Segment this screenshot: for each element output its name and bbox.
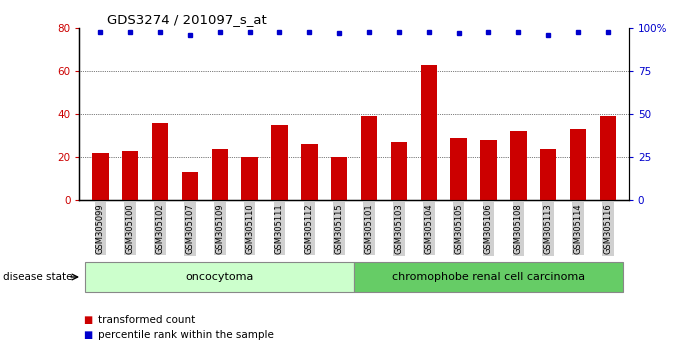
Bar [451, 138, 467, 200]
Text: GSM305108: GSM305108 [514, 204, 523, 254]
Text: GSM305106: GSM305106 [484, 204, 493, 254]
Bar [272, 125, 287, 200]
Text: GSM305114: GSM305114 [574, 204, 583, 254]
Text: GSM305110: GSM305110 [245, 204, 254, 254]
Bar [540, 149, 556, 200]
Text: GSM305102: GSM305102 [155, 204, 164, 254]
Text: transformed count: transformed count [98, 315, 196, 325]
Text: GSM305105: GSM305105 [454, 204, 463, 254]
Bar [152, 123, 169, 200]
Text: GSM305115: GSM305115 [334, 204, 343, 254]
Bar [241, 157, 258, 200]
Bar [390, 142, 407, 200]
Text: GSM305104: GSM305104 [424, 204, 433, 254]
Bar [361, 116, 377, 200]
Text: ■: ■ [83, 330, 92, 339]
Bar [122, 151, 138, 200]
Text: disease state: disease state [3, 272, 73, 282]
Text: GSM305111: GSM305111 [275, 204, 284, 254]
Text: ■: ■ [83, 315, 92, 325]
Text: GSM305112: GSM305112 [305, 204, 314, 254]
Text: oncocytoma: oncocytoma [186, 272, 254, 282]
Text: GDS3274 / 201097_s_at: GDS3274 / 201097_s_at [107, 13, 267, 26]
Bar [331, 157, 348, 200]
Text: GSM305109: GSM305109 [216, 204, 225, 254]
Text: GSM305099: GSM305099 [96, 204, 105, 254]
Text: GSM305103: GSM305103 [395, 204, 404, 254]
Bar [182, 172, 198, 200]
Bar [301, 144, 318, 200]
Bar [92, 153, 108, 200]
Bar [480, 140, 497, 200]
Bar [600, 116, 616, 200]
Bar [211, 149, 228, 200]
Text: chromophobe renal cell carcinoma: chromophobe renal cell carcinoma [392, 272, 585, 282]
Text: GSM305100: GSM305100 [126, 204, 135, 254]
Text: GSM305101: GSM305101 [365, 204, 374, 254]
Bar [510, 131, 527, 200]
Text: GSM305107: GSM305107 [185, 204, 194, 254]
Text: percentile rank within the sample: percentile rank within the sample [98, 330, 274, 339]
Text: GSM305113: GSM305113 [544, 204, 553, 254]
Text: GSM305116: GSM305116 [603, 204, 612, 254]
Bar [570, 129, 586, 200]
Bar [421, 65, 437, 200]
